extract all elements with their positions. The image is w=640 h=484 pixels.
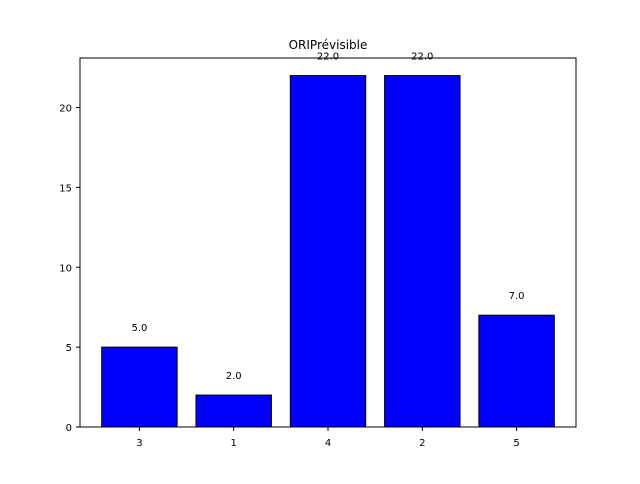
y-tick-label: 5 bbox=[66, 343, 72, 354]
bar-1 bbox=[195, 394, 272, 428]
x-tick-label: 2 bbox=[419, 438, 425, 449]
bar-value-label: 5.0 bbox=[131, 323, 147, 334]
x-tick-label: 5 bbox=[513, 438, 519, 449]
bar-value-label: 7.0 bbox=[509, 291, 525, 302]
chart-title: ORIPrévisible bbox=[289, 38, 368, 52]
bar-value-labels: 5.0 2.0 22.0 22.0 7.0 bbox=[131, 52, 524, 382]
x-tick-label: 1 bbox=[231, 438, 237, 449]
x-tick-label: 4 bbox=[325, 438, 331, 449]
bar-value-label: 2.0 bbox=[226, 371, 242, 382]
bar-value-label: 22.0 bbox=[411, 52, 433, 63]
plot-frame bbox=[79, 57, 577, 428]
y-axis-ticks: 0 5 10 15 20 bbox=[59, 104, 80, 434]
bar-2 bbox=[384, 75, 461, 428]
y-tick-label: 15 bbox=[59, 183, 72, 194]
y-tick-label: 10 bbox=[59, 263, 72, 274]
x-tick-label: 3 bbox=[136, 438, 142, 449]
x-axis-ticks: 3 1 4 2 5 bbox=[136, 427, 520, 449]
y-tick-label: 0 bbox=[66, 423, 72, 434]
bars-layer bbox=[101, 75, 555, 428]
bar-4 bbox=[289, 75, 367, 428]
bar-value-label: 22.0 bbox=[317, 52, 339, 63]
bar-3 bbox=[101, 346, 178, 428]
y-tick-label: 20 bbox=[59, 104, 72, 115]
bar-5 bbox=[478, 314, 555, 428]
